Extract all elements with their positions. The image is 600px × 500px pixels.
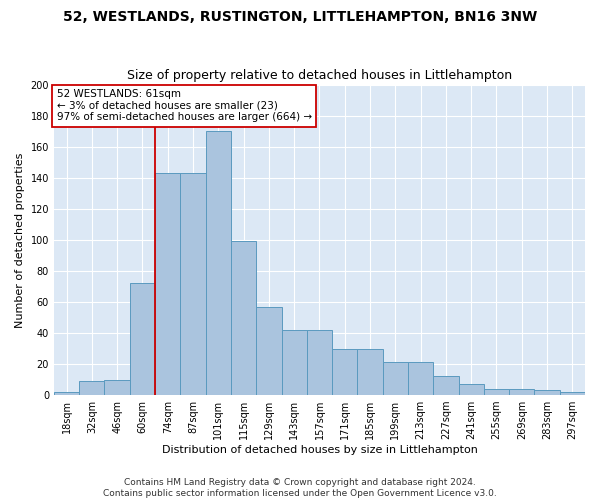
Text: 52, WESTLANDS, RUSTINGTON, LITTLEHAMPTON, BN16 3NW: 52, WESTLANDS, RUSTINGTON, LITTLEHAMPTON… — [63, 10, 537, 24]
Bar — [358, 348, 383, 395]
Bar — [458, 384, 484, 395]
Bar — [535, 390, 560, 395]
Bar — [281, 330, 307, 395]
Bar — [231, 242, 256, 395]
Bar — [408, 362, 433, 395]
Bar — [383, 362, 408, 395]
Bar — [509, 389, 535, 395]
Bar — [130, 284, 155, 395]
Bar — [181, 173, 206, 395]
Bar — [104, 380, 130, 395]
Bar — [332, 348, 358, 395]
Bar — [433, 376, 458, 395]
Bar — [79, 381, 104, 395]
Bar — [54, 392, 79, 395]
Bar — [256, 306, 281, 395]
Text: Contains HM Land Registry data © Crown copyright and database right 2024.
Contai: Contains HM Land Registry data © Crown c… — [103, 478, 497, 498]
Title: Size of property relative to detached houses in Littlehampton: Size of property relative to detached ho… — [127, 69, 512, 82]
Bar — [155, 173, 181, 395]
Text: 52 WESTLANDS: 61sqm
← 3% of detached houses are smaller (23)
97% of semi-detache: 52 WESTLANDS: 61sqm ← 3% of detached hou… — [56, 89, 311, 122]
Bar — [484, 389, 509, 395]
Bar — [307, 330, 332, 395]
Y-axis label: Number of detached properties: Number of detached properties — [15, 152, 25, 328]
Bar — [206, 131, 231, 395]
X-axis label: Distribution of detached houses by size in Littlehampton: Distribution of detached houses by size … — [161, 445, 478, 455]
Bar — [560, 392, 585, 395]
